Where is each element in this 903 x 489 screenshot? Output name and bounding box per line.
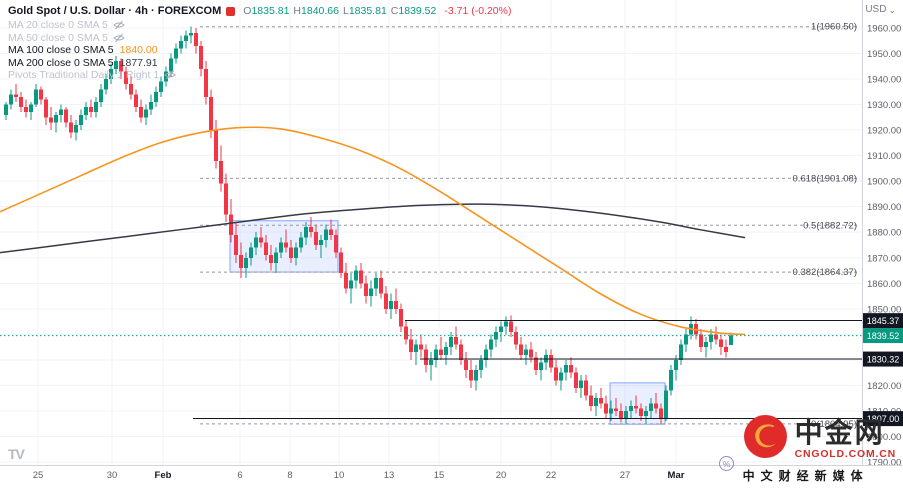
cngold-name: 中金网	[794, 417, 885, 448]
svg-text:0.5(1882.72): 0.5(1882.72)	[803, 220, 857, 231]
chevron-down-icon: ⌄	[888, 4, 896, 15]
price-tick-label: 1900.00	[867, 177, 901, 188]
symbol-title[interactable]: Gold Spot / U.S. Dollar · 4h · FOREXCOM	[8, 5, 222, 17]
price-tick-label: 1790.00	[867, 458, 901, 469]
percent-scale-icon[interactable]: %	[719, 456, 734, 471]
legend-row-2-value: 1840.00	[119, 44, 158, 57]
svg-text:0.618(1901.08): 0.618(1901.08)	[793, 173, 857, 184]
moving-averages	[0, 126, 746, 336]
grid	[0, 0, 862, 465]
price-tick-label: 1920.00	[867, 126, 901, 137]
ma-200-line	[0, 203, 746, 254]
change-value: -3.71 (-0.20%)	[444, 5, 512, 17]
low-label: L	[342, 5, 349, 17]
ohlc-readout: O1835.81 H1840.66 L1835.81 C1839.52 -3.7…	[243, 5, 511, 17]
price-tick-label: 1870.00	[867, 253, 901, 264]
eye-hidden-icon[interactable]	[164, 70, 176, 80]
price-tick-label: 1940.00	[867, 75, 901, 86]
close-label: C	[390, 5, 399, 17]
price-tick-label: 1800.00	[867, 432, 901, 443]
price-tick-label: 1890.00	[867, 202, 901, 213]
svg-text:1(1960.50): 1(1960.50)	[811, 22, 857, 33]
price-tick-label: 1880.00	[867, 228, 901, 239]
time-tick-label: 13	[384, 470, 395, 481]
legend-row-3-label: MA 200 close 0 SMA 5	[8, 56, 114, 69]
open-value: 1835.81	[251, 5, 290, 17]
time-tick-label: Mar	[668, 470, 685, 481]
legend-row-3[interactable]: MA 200 close 0 SMA 5 1877.91	[8, 57, 511, 70]
legend-row-0[interactable]: MA 20 close 0 SMA 5	[8, 19, 511, 32]
time-axis[interactable]: 25 30 Feb 6 8 10 13 15 20 22 27 Mar	[0, 465, 903, 482]
legend-row-0-label: MA 20 close 0 SMA 5	[8, 19, 108, 32]
svg-text:1845.37: 1845.37	[867, 316, 900, 326]
cngold-watermark: 中金网 CNGOLD.COM.CN 中文财经新媒体	[743, 414, 896, 484]
price-tick-label: 1960.00	[867, 24, 901, 35]
eye-hidden-icon[interactable]	[113, 20, 125, 30]
tradingview-logo[interactable]: TV	[8, 446, 25, 462]
fib-labels: 1(1960.50) 0.618(1901.08) 0.5(1882.72) 0.38…	[793, 22, 857, 430]
time-tick-label: 25	[33, 470, 44, 481]
close-value: 1839.52	[398, 5, 437, 17]
legend-row-1-label: MA 50 close 0 SMA 5	[8, 31, 108, 44]
eye-hidden-icon[interactable]	[113, 33, 125, 43]
cngold-tagline: 中文财经新媒体	[742, 469, 869, 483]
price-tick-label: 1910.00	[867, 151, 901, 162]
svg-text:0.382(1864.37): 0.382(1864.37)	[793, 267, 857, 278]
legend-row-1[interactable]: MA 50 close 0 SMA 5	[8, 32, 511, 45]
fib-retracement	[200, 26, 857, 425]
time-tick-label: 10	[334, 470, 345, 481]
price-tick-label: 1950.00	[867, 49, 901, 60]
time-tick-label: Feb	[155, 470, 172, 481]
price-tick-label: 1860.00	[867, 279, 901, 290]
legend-row-4-label: Pivots Traditional Daily 1 Right 1	[8, 69, 160, 82]
legend-row-4[interactable]: Pivots Traditional Daily 1 Right 1	[8, 69, 511, 82]
time-tick-label: 15	[434, 470, 445, 481]
currency-selector[interactable]: USD ⌄	[865, 4, 896, 15]
symbol-title-row[interactable]: Gold Spot / U.S. Dollar · 4h · FOREXCOM …	[8, 3, 511, 19]
price-tick-label: 1850.00	[867, 304, 901, 315]
time-tick-label: 8	[287, 470, 292, 481]
open-label: O	[243, 5, 252, 17]
time-tick-label: 20	[496, 470, 507, 481]
high-value: 1840.66	[301, 5, 339, 17]
cngold-domain: CNGOLD.COM.CN	[794, 448, 896, 460]
time-tick-label: 27	[620, 470, 631, 481]
price-tick-label: 1930.00	[867, 100, 901, 111]
low-value: 1835.81	[348, 5, 387, 17]
price-axis[interactable]: 1790.001800.001810.001820.001830.001840.…	[862, 0, 902, 469]
candles	[4, 26, 733, 424]
indicator-legend: Gold Spot / U.S. Dollar · 4h · FOREXCOM …	[8, 3, 511, 82]
time-tick-label: 30	[107, 470, 118, 481]
time-tick-label: 6	[237, 470, 242, 481]
currency-label: USD	[865, 4, 887, 15]
cngold-logo-icon	[743, 414, 788, 464]
svg-text:1807.00: 1807.00	[867, 414, 900, 424]
legend-row-3-value: 1877.91	[119, 56, 158, 69]
ma-100-line	[0, 126, 746, 336]
price-flags: 1845.37 1830.32 1807.00 1839.52	[863, 313, 903, 427]
svg-text:0(1804.95): 0(1804.95)	[811, 419, 857, 430]
high-label: H	[293, 5, 302, 17]
svg-text:1830.32: 1830.32	[867, 355, 900, 365]
price-tick-label: 1820.00	[867, 381, 901, 392]
legend-row-2[interactable]: MA 100 close 0 SMA 5 1840.00	[8, 44, 511, 57]
legend-row-2-label: MA 100 close 0 SMA 5	[8, 44, 114, 57]
svg-text:1839.52: 1839.52	[867, 331, 900, 341]
time-tick-label: 22	[546, 470, 557, 481]
forexcom-logo-icon	[226, 6, 236, 16]
horizontal-lines	[193, 320, 862, 420]
